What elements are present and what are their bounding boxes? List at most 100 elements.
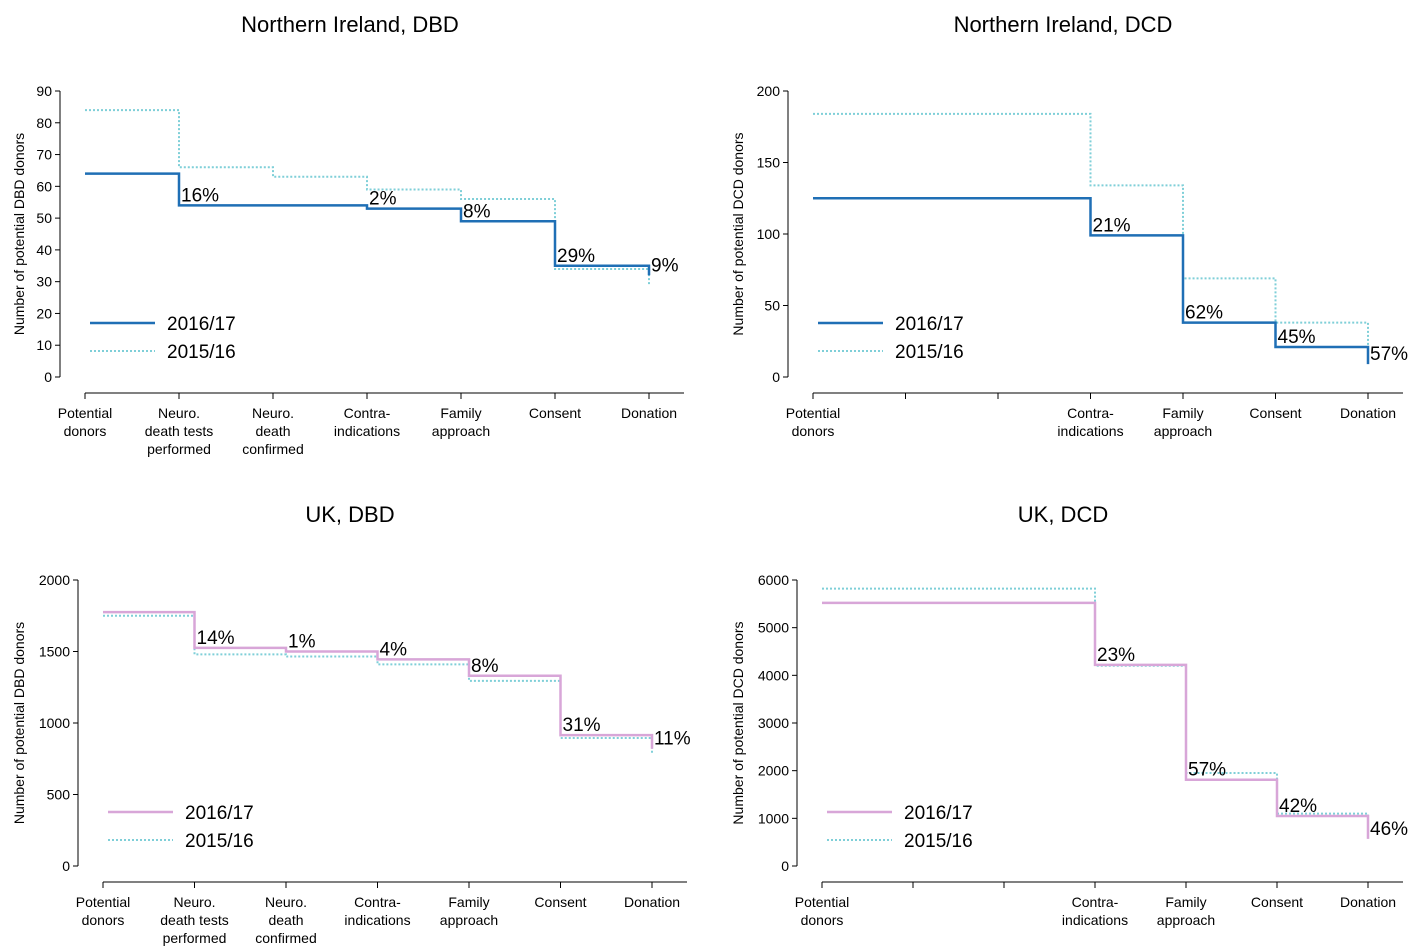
x-tick-label-line: Potential	[76, 894, 130, 910]
x-tick-label-line: Donation	[1340, 894, 1396, 910]
x-tick-label-line: Contra-	[1072, 894, 1119, 910]
percent-label: 31%	[563, 715, 601, 736]
x-tick-label: Neuro. death tests performed	[145, 405, 214, 457]
x-tick-label-line: donors	[792, 423, 835, 439]
y-tick-label: 3000	[758, 715, 789, 731]
x-tick-label-line: death tests	[145, 423, 214, 439]
percent-label: 1%	[288, 632, 316, 653]
x-tick-label-line: approach	[1154, 423, 1212, 439]
y-tick-label: 2000	[39, 572, 70, 588]
x-tick-label-line: Family	[1162, 405, 1203, 421]
x-tick-label: Contra-indications	[1057, 405, 1123, 439]
x-tick-label-line: confirmed	[255, 930, 316, 946]
y-tick-label: 500	[47, 787, 71, 803]
x-tick-label-line: Consent	[534, 894, 586, 910]
y-tick-label: 20	[36, 305, 52, 321]
percent-label: 21%	[1093, 215, 1131, 236]
percent-label: 2%	[369, 189, 397, 210]
x-tick-label-line: Family	[448, 894, 489, 910]
chart-title: Northern Ireland, DBD	[241, 12, 459, 37]
percent-label: 8%	[463, 201, 491, 222]
y-tick-label: 50	[764, 298, 780, 314]
x-tick-label: Consent	[534, 894, 586, 910]
y-tick-label: 30	[36, 274, 52, 290]
percent-label: 46%	[1370, 819, 1408, 840]
x-tick-label: Donation	[1340, 405, 1396, 421]
x-tick-label: Donation	[621, 405, 677, 421]
x-tick-label: Consent	[1249, 405, 1301, 421]
percent-label: 16%	[181, 185, 219, 206]
legend-label: 2015/16	[895, 342, 964, 363]
series-line	[85, 109, 650, 285]
x-tick-label: Neuro. death tests performed	[160, 894, 229, 946]
legend-label: 2016/17	[167, 314, 236, 335]
x-tick-label: Potential donors	[76, 894, 130, 928]
series-line	[813, 197, 1370, 365]
x-tick-label-line: Family	[1165, 894, 1206, 910]
x-tick-label-line: confirmed	[242, 441, 303, 457]
x-tick-label: Consent	[1251, 894, 1303, 910]
chart-panel-ni-dcd: Northern Ireland, DCD Number of potentia…	[713, 0, 1413, 470]
x-tick-label-line: performed	[163, 930, 227, 946]
x-tick-label: Potential donors	[58, 405, 112, 439]
y-tick-label: 0	[44, 369, 52, 385]
legend-label: 2015/16	[167, 342, 236, 363]
percent-label: 8%	[471, 656, 499, 677]
legend-label: 2016/17	[895, 314, 964, 335]
plot-area: 0 1000 2000 3000 4000 5000 6000 Potential donors…	[758, 572, 1408, 928]
y-tick-label: 50	[36, 210, 52, 226]
y-tick-label: 5000	[758, 620, 789, 636]
chart-panel-uk-dbd: UK, DBD Number of potential DBD donors 0…	[0, 490, 700, 947]
y-tick-label: 40	[36, 242, 52, 258]
percent-label: 11%	[654, 729, 691, 750]
x-tick-label: Potential donors	[795, 894, 849, 928]
chart-title: Northern Ireland, DCD	[953, 12, 1173, 37]
y-tick-label: 90	[36, 83, 52, 99]
y-tick-label: 6000	[758, 572, 789, 588]
x-tick-label-line: indications	[1057, 423, 1123, 439]
percent-label: 29%	[557, 246, 595, 267]
x-tick-label-line: Neuro.	[252, 405, 294, 421]
x-tick-label-line: performed	[147, 441, 211, 457]
percent-label: 57%	[1370, 344, 1408, 365]
y-tick-label: 1000	[758, 810, 789, 826]
x-tick-label-line: Donation	[621, 405, 677, 421]
y-tick-label: 2000	[758, 763, 789, 779]
series-line	[822, 601, 1370, 839]
legend-label: 2016/17	[904, 803, 973, 824]
percent-label: 45%	[1278, 327, 1316, 348]
x-tick-label-line: Potential	[795, 894, 849, 910]
x-tick-label-line: donors	[82, 912, 125, 928]
percent-label: 62%	[1185, 303, 1223, 324]
chart-panel-uk-dcd: UK, DCD Number of potential DCD donors 0…	[713, 490, 1413, 947]
chart-title: UK, DCD	[1017, 502, 1109, 527]
y-tick-label: 200	[757, 83, 781, 99]
y-tick-label: 1500	[39, 644, 70, 660]
x-tick-label-line: death	[268, 912, 303, 928]
y-tick-label: 10	[36, 337, 52, 353]
y-tick-label: 0	[62, 858, 70, 874]
series-line	[103, 610, 654, 749]
chart-panel-ni-dbd: Northern Ireland, DBD Number of potentia…	[0, 0, 700, 470]
x-tick-label: Consent	[529, 405, 581, 421]
x-tick-label: Neuro. death confirmed	[255, 894, 316, 946]
x-tick-label-line: Consent	[1251, 894, 1303, 910]
y-tick-label: 60	[36, 178, 52, 194]
percent-label: 4%	[380, 639, 408, 660]
y-tick-label: 0	[781, 858, 789, 874]
x-tick-label: Donation	[1340, 894, 1396, 910]
x-tick-label-line: approach	[432, 423, 490, 439]
x-tick-label-line: Potential	[786, 405, 840, 421]
percent-label: 9%	[651, 255, 679, 276]
x-tick-label-line: indications	[334, 423, 400, 439]
legend-label: 2015/16	[904, 831, 973, 852]
x-tick-label: Family approach	[1157, 894, 1215, 928]
y-tick-label: 100	[757, 226, 781, 242]
x-tick-label-line: Family	[440, 405, 481, 421]
y-tick-label: 0	[772, 369, 780, 385]
y-tick-label: 150	[757, 155, 781, 171]
x-tick-label-line: Neuro.	[158, 405, 200, 421]
x-tick-label-line: Contra-	[1067, 405, 1114, 421]
plot-area: 0 10 20 30 40 50 60 70 80 90 Potential donors Neuro.…	[36, 83, 684, 457]
series-line	[85, 172, 651, 276]
